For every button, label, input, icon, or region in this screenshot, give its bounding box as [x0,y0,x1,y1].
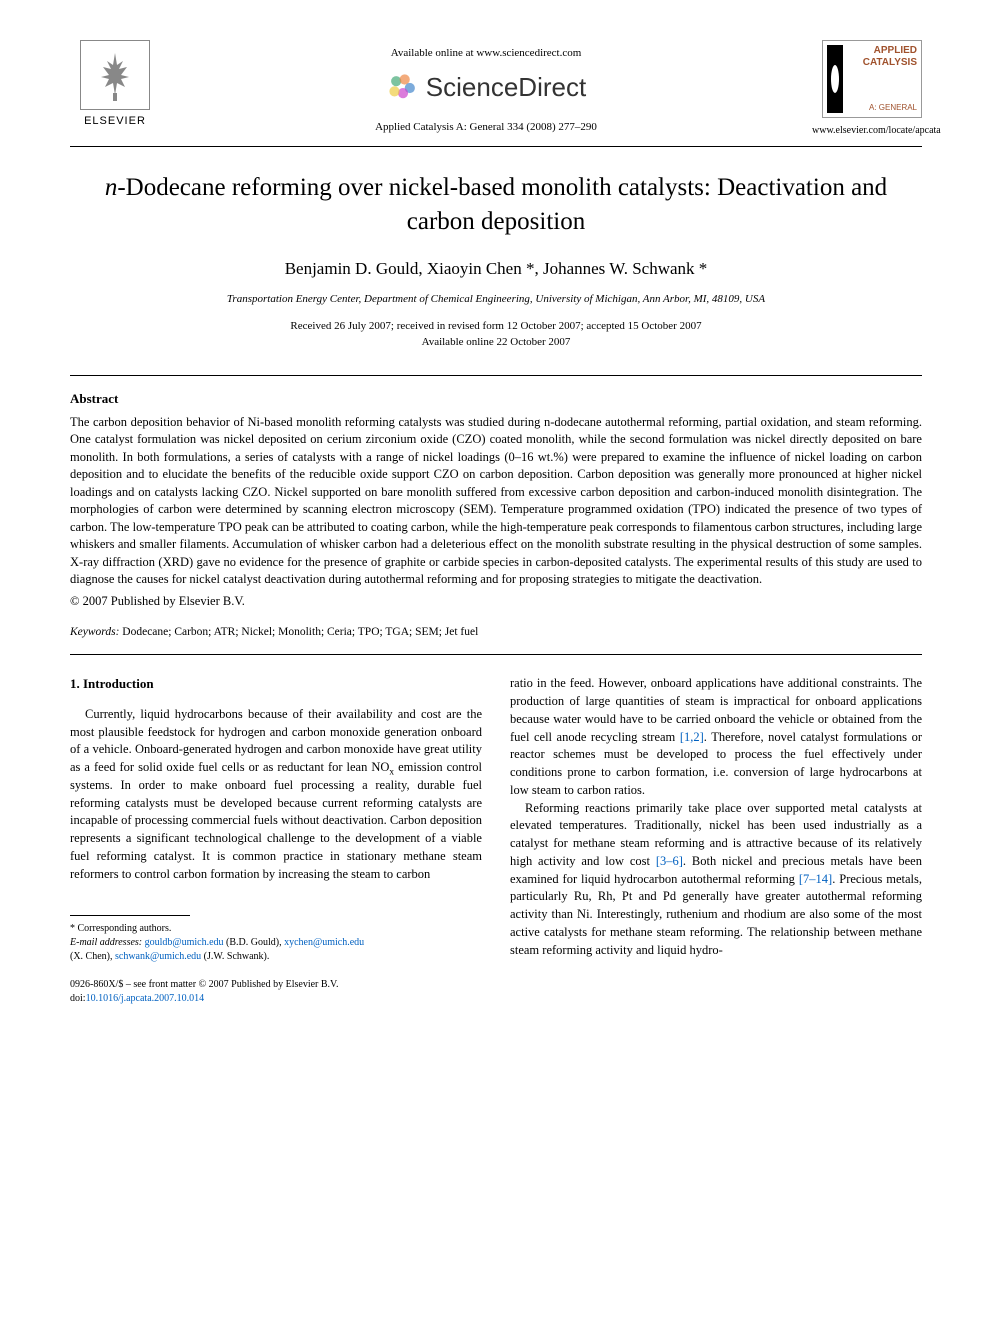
email-label: E-mail addresses: [70,937,142,948]
abstract-top-rule [70,375,922,376]
email-3-name: (J.W. Schwank) [204,951,267,962]
keywords-line: Keywords: Dodecane; Carbon; ATR; Nickel;… [70,624,922,640]
citation-7-14[interactable]: [7–14] [799,872,832,886]
journal-cover-thumbnail: APPLIED CATALYSIS A: GENERAL [822,40,922,118]
column-left: 1. Introduction Currently, liquid hydroc… [70,675,482,1006]
keywords-label: Keywords: [70,626,119,638]
cover-accent-bar [827,45,843,113]
citation-1-2[interactable]: [1,2] [680,730,704,744]
page-header: ELSEVIER Available online at www.science… [70,40,922,138]
front-matter-line: 0926-860X/$ – see front matter © 2007 Pu… [70,978,482,992]
footnote-separator [70,915,190,916]
email-2[interactable]: xychen@umich.edu [284,937,364,948]
corresponding-authors-note: * Corresponding authors. [70,922,482,936]
affiliation: Transportation Energy Center, Department… [70,292,922,307]
keywords-text: Dodecane; Carbon; ATR; Nickel; Monolith;… [119,626,478,638]
journal-cover: APPLIED CATALYSIS A: GENERAL www.elsevie… [812,40,922,138]
authors-line: Benjamin D. Gould, Xiaoyin Chen *, Johan… [70,257,922,281]
email-2-name: (X. Chen) [70,951,110,962]
journal-reference: Applied Catalysis A: General 334 (2008) … [160,120,812,135]
cover-subtitle: A: GENERAL [869,103,917,113]
authors-text: Benjamin D. Gould, Xiaoyin Chen *, Johan… [285,259,708,278]
abstract-text: The carbon deposition behavior of Ni-bas… [70,415,922,587]
doi-link[interactable]: 10.1016/j.apcata.2007.10.014 [86,993,205,1004]
center-header: Available online at www.sciencedirect.co… [160,40,812,135]
section-1-heading: 1. Introduction [70,675,482,693]
elsevier-tree-icon [80,40,150,110]
email-1[interactable]: gouldb@umich.edu [145,937,224,948]
doi-line: doi:10.1016/j.apcata.2007.10.014 [70,992,482,1006]
sciencedirect-logo: ScienceDirect [160,69,812,105]
citation-3-6[interactable]: [3–6] [656,854,683,868]
col2-para2: Reforming reactions primarily take place… [510,800,922,960]
article-dates: Received 26 July 2007; received in revis… [70,318,922,351]
email-1-name: (B.D. Gould) [226,937,279,948]
sciencedirect-icon [386,71,420,105]
available-online-text: Available online at www.sciencedirect.co… [160,46,812,61]
doi-label: doi: [70,993,86,1004]
elsevier-logo: ELSEVIER [70,40,160,129]
abstract-heading: Abstract [70,390,922,408]
dates-line-2: Available online 22 October 2007 [422,336,571,348]
title-rest: -Dodecane reforming over nickel-based mo… [117,174,887,235]
body-columns: 1. Introduction Currently, liquid hydroc… [70,675,922,1006]
email-addresses-line: E-mail addresses: gouldb@umich.edu (B.D.… [70,936,482,964]
title-italic-prefix: n [105,174,118,201]
col1-para1-b: emission control systems. In order to ma… [70,760,482,881]
sciencedirect-text: ScienceDirect [426,69,586,105]
abstract-body: The carbon deposition behavior of Ni-bas… [70,414,922,589]
article-title: n-Dodecane reforming over nickel-based m… [70,171,922,239]
elsevier-text: ELSEVIER [84,114,146,129]
col2-para1: ratio in the feed. However, onboard appl… [510,675,922,799]
header-separator [70,146,922,147]
dates-line-1: Received 26 July 2007; received in revis… [290,320,701,332]
col1-para1: Currently, liquid hydrocarbons because o… [70,706,482,884]
journal-url: www.elsevier.com/locate/apcata [812,124,922,138]
abstract-copyright: © 2007 Published by Elsevier B.V. [70,593,922,611]
column-right: ratio in the feed. However, onboard appl… [510,675,922,1006]
abstract-bottom-rule [70,654,922,655]
cover-title: APPLIED CATALYSIS [847,45,917,69]
email-3[interactable]: schwank@umich.edu [115,951,201,962]
footnote-block: * Corresponding authors. E-mail addresse… [70,922,482,964]
bottom-meta: 0926-860X/$ – see front matter © 2007 Pu… [70,978,482,1006]
